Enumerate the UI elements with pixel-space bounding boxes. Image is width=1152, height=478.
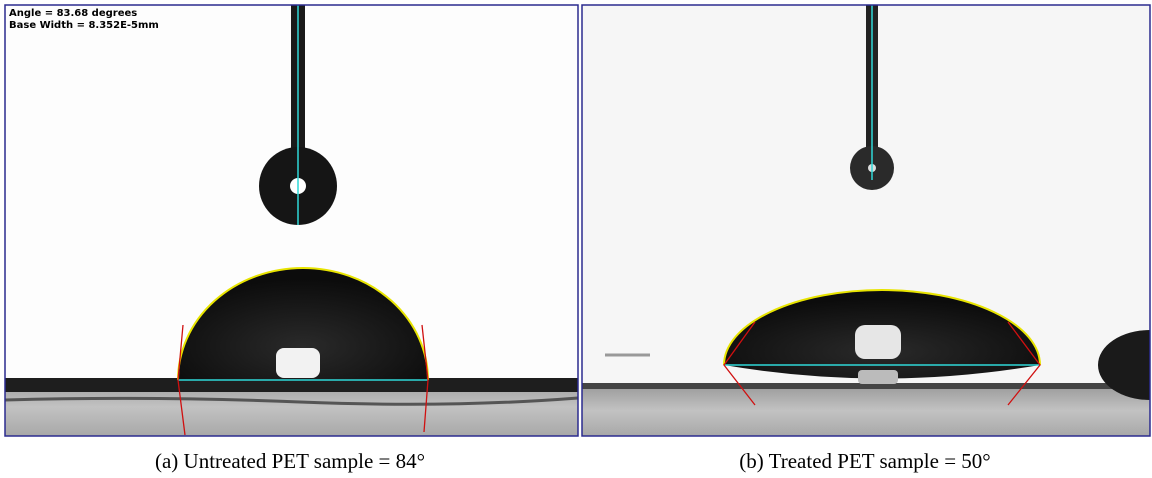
panel-b-image xyxy=(582,5,1152,436)
page: {"panel_a": {"overlay": ["Angle = 83.68 … xyxy=(0,0,1152,478)
panel-a-image: Angle = 83.68 degrees Base Width = 8.352… xyxy=(5,5,578,436)
overlay-text: Base Width = 8.352E-5mm xyxy=(9,20,159,31)
figure: Angle = 83.68 degrees Base Width = 8.352… xyxy=(0,0,1152,478)
highlight xyxy=(276,348,320,378)
substrate xyxy=(582,385,1150,436)
caption: (b) Treated PET sample = 50° xyxy=(739,449,990,473)
caption: (a) Untreated PET sample = 84° xyxy=(155,449,425,473)
overlay-text: Angle = 83.68 degrees xyxy=(9,8,137,19)
highlight xyxy=(858,370,898,384)
highlight xyxy=(855,325,901,359)
